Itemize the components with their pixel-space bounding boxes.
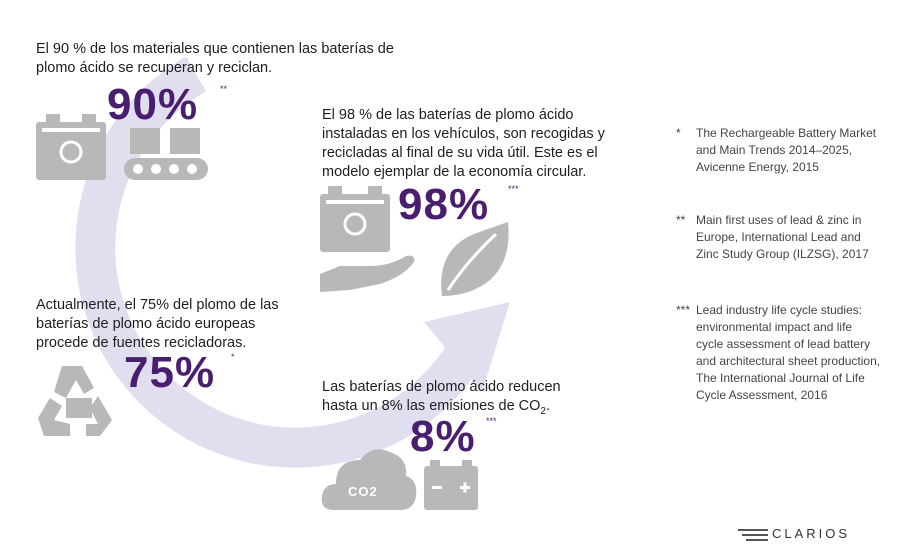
stat-98-value: 98% xyxy=(398,180,490,229)
footnote-1-mark: * xyxy=(676,126,681,140)
cloud-co2-icon xyxy=(321,449,417,510)
footnote-1-text: The Rechargeable Battery Market and Main… xyxy=(696,126,877,174)
stat-8-ref: *** xyxy=(486,416,497,426)
stat-75-value: 75% xyxy=(124,348,216,397)
stat-8-value: 8% xyxy=(410,412,476,461)
footnote-3-text: Lead industry life cycle studies: enviro… xyxy=(696,303,881,402)
stat-8-text-end: . xyxy=(545,398,551,414)
stat-90-ref: ** xyxy=(220,84,228,94)
footnote-2-mark: ** xyxy=(676,213,686,227)
stat-75-ref: * xyxy=(231,352,235,362)
stat-8-text-sub: 2 xyxy=(540,405,546,417)
clarios-logo-mark xyxy=(738,529,768,541)
battery-recycle-icon xyxy=(36,114,106,180)
footnote-3-mark: *** xyxy=(676,303,691,317)
clarios-logo: CLARIOS xyxy=(772,526,851,541)
stat-90-value: 90% xyxy=(107,80,199,129)
stat-8-text-main: Las baterías de plomo ácido reducen hast… xyxy=(322,379,561,414)
stat-98-ref: *** xyxy=(508,184,519,194)
stat-8-text: Las baterías de plomo ácido reducen hast… xyxy=(322,378,582,421)
recycle-icon xyxy=(38,366,112,436)
battery-icon xyxy=(424,460,478,510)
stat-75-text: Actualmente, el 75% del plomo de las bat… xyxy=(36,297,279,351)
battery-recycle-icon-2 xyxy=(320,186,390,252)
footnote-2-text: Main first uses of lead & zinc in Europe… xyxy=(696,213,869,261)
cloud-co2-label: CO2 xyxy=(348,484,378,499)
hand-icon xyxy=(320,255,415,292)
stat-90-text: El 90 % de los materiales que contienen … xyxy=(36,41,394,76)
conveyor-batteries-icon xyxy=(124,128,208,180)
leaf-icon xyxy=(441,222,509,296)
stat-98-text: El 98 % de las baterías de plomo ácido i… xyxy=(322,107,605,180)
